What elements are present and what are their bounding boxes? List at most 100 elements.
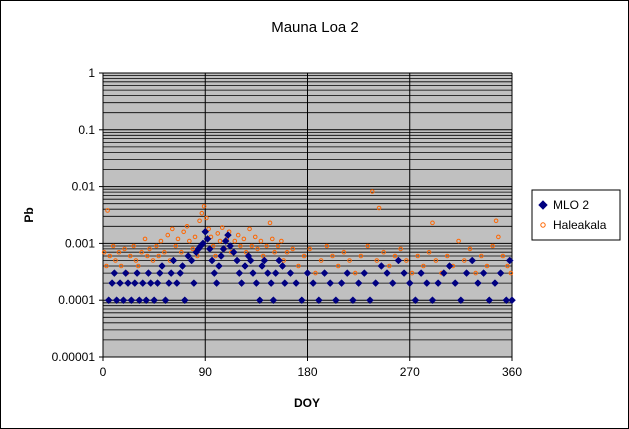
data-point-mlo2 xyxy=(343,269,352,277)
data-point-haleakala xyxy=(215,231,221,236)
data-point-mlo2 xyxy=(263,269,272,277)
data-point-mlo2 xyxy=(161,296,170,305)
data-point-haleakala xyxy=(104,263,109,269)
legend-marker-haleakala xyxy=(540,222,546,228)
data-point-mlo2 xyxy=(411,296,420,305)
x-tick-label: 90 xyxy=(199,365,213,379)
data-point-mlo2 xyxy=(224,231,232,239)
data-point-mlo2 xyxy=(108,279,116,287)
data-point-mlo2 xyxy=(278,262,287,270)
data-point-haleakala xyxy=(269,236,275,242)
data-point-mlo2 xyxy=(241,262,249,270)
y-tick-label: 0.00001 xyxy=(52,350,96,364)
data-point-haleakala xyxy=(267,220,273,226)
data-point-haleakala xyxy=(197,218,202,224)
data-point-haleakala xyxy=(127,253,133,259)
data-point-mlo2 xyxy=(502,296,511,305)
data-point-mlo2 xyxy=(116,279,124,287)
data-point-mlo2 xyxy=(208,256,216,265)
data-point-mlo2 xyxy=(130,279,139,287)
data-point-haleakala xyxy=(170,226,175,232)
data-point-mlo2 xyxy=(155,269,164,277)
data-point-mlo2 xyxy=(286,269,295,277)
data-point-mlo2 xyxy=(377,262,386,270)
data-point-haleakala xyxy=(213,253,218,259)
data-point-mlo2 xyxy=(292,279,300,287)
data-point-haleakala xyxy=(235,232,241,238)
legend-label-haleakala: Haleakala xyxy=(553,218,607,232)
data-point-haleakala xyxy=(296,263,301,269)
series-layer xyxy=(101,189,516,305)
data-point-haleakala xyxy=(392,253,398,259)
data-point-mlo2 xyxy=(451,279,460,287)
data-point-haleakala xyxy=(131,243,136,249)
data-point-mlo2 xyxy=(366,296,374,305)
data-point-haleakala xyxy=(415,253,421,259)
data-point-mlo2 xyxy=(491,279,499,287)
data-point-mlo2 xyxy=(110,269,119,277)
data-point-haleakala xyxy=(217,238,223,244)
data-point-mlo2 xyxy=(124,279,132,287)
data-point-haleakala xyxy=(145,253,150,259)
data-point-mlo2 xyxy=(280,279,289,287)
data-point-haleakala xyxy=(365,243,371,249)
data-point-mlo2 xyxy=(297,296,306,305)
data-point-haleakala xyxy=(201,203,207,209)
data-point-mlo2 xyxy=(172,279,181,287)
data-point-haleakala xyxy=(430,220,435,226)
legend-box xyxy=(531,189,621,241)
series-mlo2 xyxy=(104,227,516,305)
data-point-haleakala xyxy=(133,258,139,263)
data-point-haleakala xyxy=(232,238,238,244)
data-point-haleakala xyxy=(508,270,514,276)
data-point-mlo2 xyxy=(226,242,235,250)
data-point-haleakala xyxy=(358,253,364,259)
data-point-haleakala xyxy=(179,249,184,255)
data-point-haleakala xyxy=(473,270,478,276)
y-tick-labels: 0.00001 0.0001 0.001 0.01 0.1 1 xyxy=(52,66,103,364)
data-point-mlo2 xyxy=(217,252,226,260)
data-point-haleakala xyxy=(433,258,439,263)
data-point-haleakala xyxy=(249,243,255,249)
data-point-mlo2 xyxy=(474,279,482,287)
x-tick-label: 360 xyxy=(502,365,522,379)
data-point-mlo2 xyxy=(349,296,357,305)
data-point-mlo2 xyxy=(255,296,264,305)
data-point-haleakala xyxy=(147,246,152,252)
data-point-mlo2 xyxy=(275,256,283,265)
data-point-haleakala xyxy=(381,249,386,255)
data-point-haleakala xyxy=(258,238,264,244)
data-point-haleakala xyxy=(467,246,473,252)
data-point-haleakala xyxy=(330,253,335,259)
legend-marker-mlo2 xyxy=(538,200,548,210)
data-point-mlo2 xyxy=(169,256,178,265)
data-point-mlo2 xyxy=(184,252,193,260)
data-point-mlo2 xyxy=(205,245,214,253)
data-point-mlo2 xyxy=(479,269,488,277)
data-point-mlo2 xyxy=(178,262,187,270)
data-point-haleakala xyxy=(101,249,107,255)
data-point-mlo2 xyxy=(153,279,162,287)
data-point-mlo2 xyxy=(388,279,397,287)
chart-title: Mauna Loa 2 xyxy=(271,19,359,36)
data-point-haleakala xyxy=(113,258,118,263)
data-point-haleakala xyxy=(313,270,318,276)
data-point-mlo2 xyxy=(303,269,312,277)
data-point-mlo2 xyxy=(315,296,323,305)
data-point-haleakala xyxy=(173,243,179,249)
data-point-mlo2 xyxy=(400,269,408,277)
data-point-haleakala xyxy=(184,224,190,229)
data-point-haleakala xyxy=(307,246,313,252)
x-tick-labels: 0 90 180 270 360 xyxy=(100,357,522,379)
data-point-mlo2 xyxy=(496,269,505,277)
data-point-mlo2 xyxy=(258,262,266,270)
data-point-haleakala xyxy=(347,258,352,263)
data-point-mlo2 xyxy=(176,269,185,277)
data-point-haleakala xyxy=(461,258,467,263)
data-point-haleakala xyxy=(105,208,110,213)
data-point-haleakala xyxy=(352,270,358,276)
data-point-mlo2 xyxy=(201,227,210,236)
data-point-mlo2 xyxy=(462,269,471,277)
data-point-haleakala xyxy=(139,249,144,255)
data-point-haleakala xyxy=(190,246,196,252)
